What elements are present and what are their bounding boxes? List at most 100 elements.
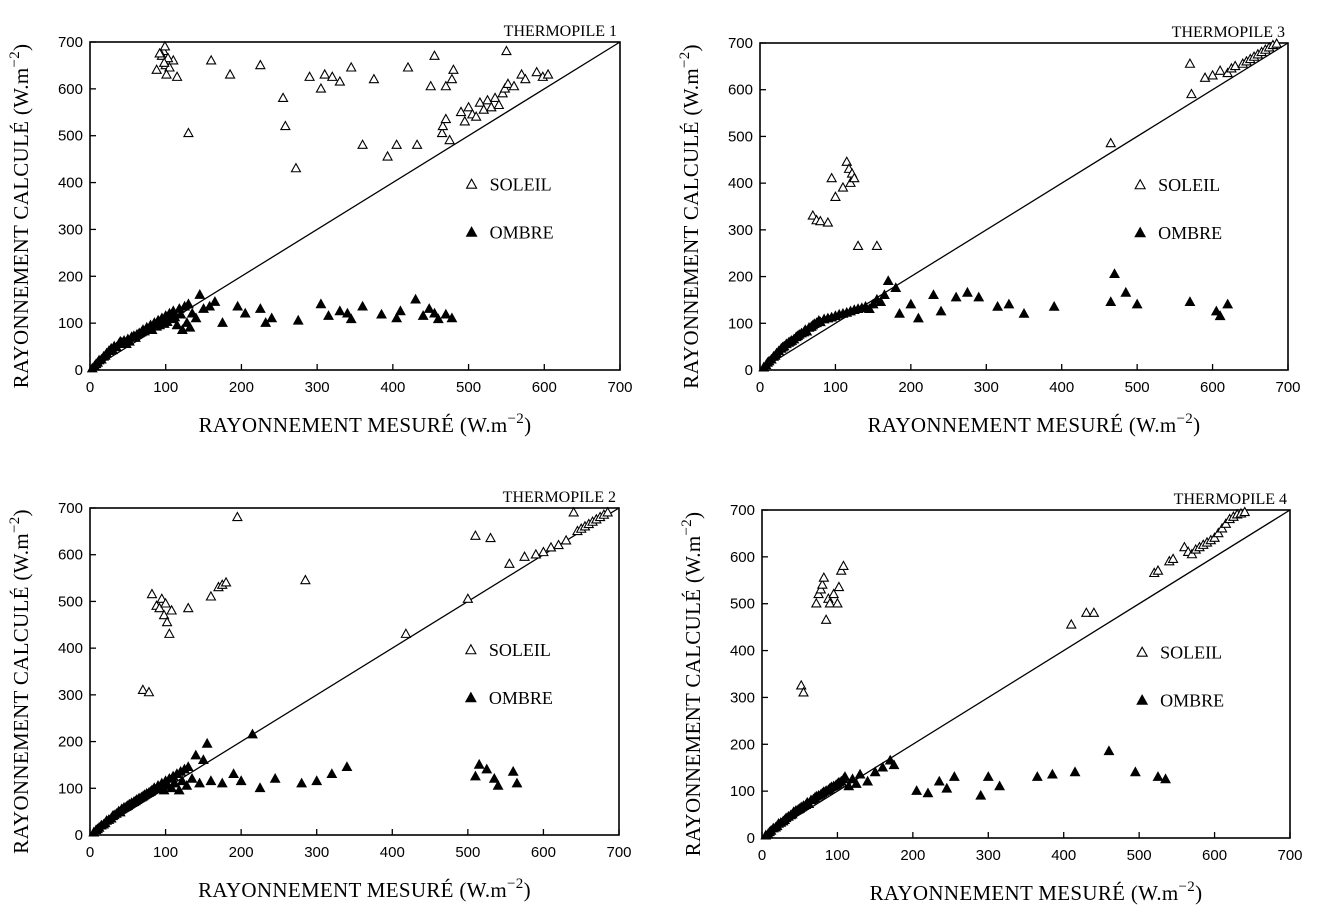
x-tick-label: 400 [380,844,405,861]
point-soleil [854,241,863,249]
series-soleil [138,508,612,696]
panel-title: THERMOPILE 2 [503,489,616,506]
y-tick-label: 700 [58,500,83,517]
point-ombre [210,297,219,305]
series-soleil [152,42,552,172]
point-ombre [974,293,983,301]
y-tick-label: 0 [745,362,753,379]
point-soleil [491,93,500,101]
point-ombre [1050,302,1059,310]
x-tick-label: 100 [153,379,178,396]
point-ombre [912,786,921,794]
point-ombre [267,314,276,322]
point-soleil [812,599,821,607]
point-ombre [984,772,993,780]
y-tick-label: 500 [728,128,753,145]
x-tick-label: 500 [1127,847,1152,864]
point-soleil [532,68,541,76]
point-soleil [347,63,356,71]
point-ombre [396,307,405,315]
point-ombre [1161,775,1170,783]
x-tick-label: 100 [825,847,850,864]
point-ombre [1223,300,1232,308]
y-tick-label: 600 [58,547,83,564]
x-tick-label: 600 [1202,847,1227,864]
point-soleil [320,70,329,78]
y-axis-title: RAYONNEMENT CALCULÉ (W.m−2) [679,512,705,857]
x-axis-title: RAYONNEMENT MESURÉ (W.m−2) [868,411,1201,437]
chart-panel-4: 0 100 200 300 400 500 600 700010020030040050060… [679,491,1303,905]
x-tick-label: 0 [86,379,94,396]
point-ombre [929,290,938,298]
x-tick-label: 0 [756,379,764,396]
point-soleil [447,75,456,83]
y-tick-label: 0 [75,362,83,379]
point-soleil [833,599,842,607]
point-ombre [377,310,386,318]
point-ombre [256,783,265,791]
point-soleil [520,552,529,560]
legend-marker-soleil [467,179,477,188]
x-tick-label: 100 [823,379,848,396]
point-soleil [872,241,881,249]
point-ombre [935,777,944,785]
point-soleil [305,72,314,80]
x-tick-label: 300 [304,844,329,861]
y-axis-title: RAYONNEMENT CALCULÉ (W.m−2) [7,44,33,389]
point-ombre [840,772,849,780]
point-soleil [562,536,571,544]
point-soleil [281,121,290,129]
point-ombre [316,300,325,308]
point-ombre [199,755,208,763]
x-tick-label: 700 [1275,379,1300,396]
y-tick-label: 100 [58,315,83,332]
series-ombre [89,730,521,836]
y-axis-title: RAYONNEMENT CALCULÉ (W.m−2) [677,44,703,389]
point-ombre [482,765,491,773]
legend-marker-ombre [466,693,476,702]
point-soleil [1106,139,1115,147]
point-soleil [160,42,169,50]
x-tick-label: 700 [607,379,632,396]
point-ombre [191,751,200,759]
point-soleil [797,681,806,689]
x-tick-label: 600 [531,844,556,861]
point-ombre [895,309,904,317]
point-soleil [207,56,216,64]
point-soleil [475,98,484,106]
point-soleil [358,140,367,148]
point-ombre [218,779,227,787]
point-soleil [184,129,193,137]
point-ombre [963,288,972,296]
point-soleil [256,61,265,69]
point-soleil [1201,73,1210,81]
point-ombre [512,779,521,787]
point-ombre [856,770,865,778]
point-ombre [188,774,197,782]
x-tick-label: 100 [153,844,178,861]
point-soleil [505,559,514,567]
panel-title: THERMOPILE 1 [504,23,617,40]
x-tick-label: 600 [532,379,557,396]
point-soleil [328,72,337,80]
legend-label-soleil: SOLEIL [489,640,551,660]
chart-panel-3: 0 100 200 300 400 500 600 700010020030040050060… [7,489,632,902]
y-tick-label: 500 [58,593,83,610]
point-soleil [1208,71,1217,79]
point-soleil [842,157,851,165]
chart-panel-2: 0 100 200 300 400 500 600 700010020030040050060… [677,24,1301,437]
point-ombre [358,302,367,310]
y-tick-label: 400 [730,643,755,660]
point-soleil [471,531,480,539]
point-soleil [457,107,466,115]
point-ombre [195,779,204,787]
x-tick-label: 700 [606,844,631,861]
point-ombre [1154,772,1163,780]
point-soleil [544,70,553,78]
x-tick-label: 500 [455,844,480,861]
y-tick-label: 100 [58,780,83,797]
point-soleil [279,93,288,101]
point-ombre [271,774,280,782]
panel-title: THERMOPILE 4 [1174,491,1287,508]
